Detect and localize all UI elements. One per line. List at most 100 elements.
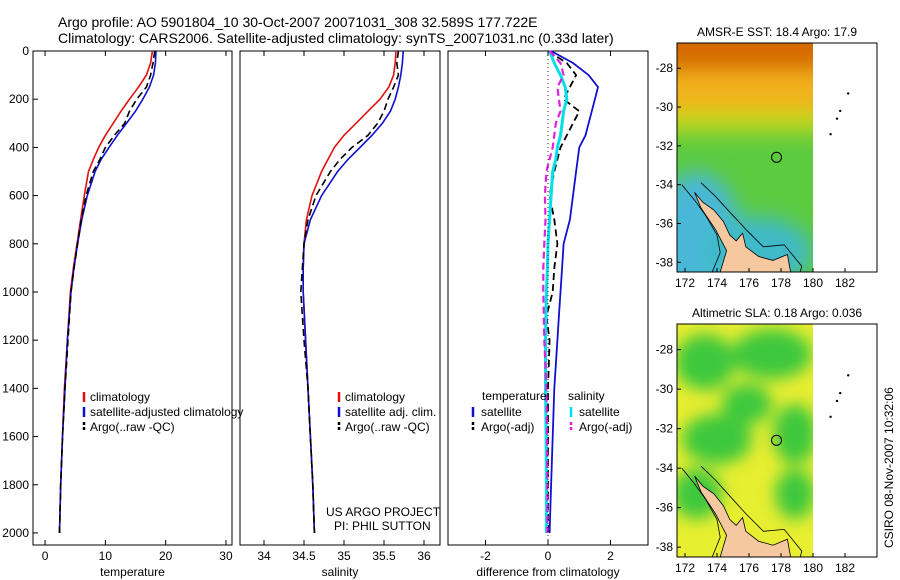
sla-contour-line — [700, 465, 803, 557]
sla-island — [835, 399, 839, 403]
diff-series-0 — [548, 50, 599, 534]
sal-xtick-label: 35.5 — [372, 549, 396, 563]
sal-xlabel: salinity — [322, 565, 359, 579]
sst-landmass — [694, 192, 792, 272]
temp-ytick-label: 1000 — [2, 285, 29, 299]
temp-ytick-label: 2000 — [2, 526, 29, 540]
temp-ytick-label: 1800 — [2, 478, 29, 492]
sst-argo-marker — [771, 151, 783, 163]
sst-ytick-label: -38 — [656, 255, 674, 269]
sst-xtick-label: 178 — [771, 276, 791, 290]
salinity-panel: 34 34.5 35 35.5 36 salinity climatologysatelli… — [239, 50, 441, 579]
sla-argo-marker — [771, 434, 783, 446]
sla-ytick-label: -30 — [656, 382, 674, 396]
temp-legend-label: satellite-adjusted climatology — [90, 405, 243, 419]
sla-xtick-label: 178 — [771, 561, 791, 575]
sst-xtick-label: 172 — [675, 276, 695, 290]
diff-series-1 — [545, 50, 581, 533]
diff-legend-label: Argo(-adj) — [579, 420, 632, 434]
diff-series-3 — [542, 50, 565, 533]
temp-series-1 — [58, 50, 157, 534]
sla-ytick-label: -38 — [656, 540, 674, 554]
sst-island — [839, 109, 842, 113]
salinity-project-note-1: US ARGO PROJECT — [326, 505, 441, 519]
side-timestamp-label: CSIRO 08-Nov-2007 10:32:06 — [882, 387, 896, 548]
sal-legend-label: satellite adj. clim. — [345, 405, 436, 419]
temp-ytick-label: 600 — [9, 189, 29, 203]
temp-xtick-label: 30 — [219, 549, 233, 563]
temp-ytick-label: 200 — [9, 92, 29, 106]
sla-xtick-label: 174 — [707, 561, 727, 575]
sla-xtick-label: 172 — [675, 561, 695, 575]
sal-xtick-label: 36 — [417, 549, 431, 563]
temp-series-0 — [58, 50, 154, 534]
sal-legend-label: climatology — [345, 390, 405, 404]
temp-xtick-label: 10 — [99, 549, 113, 563]
temp-legend-label: Argo(..raw -QC) — [90, 420, 175, 434]
sst-xtick-label: 182 — [835, 276, 855, 290]
sla-axes-box — [676, 323, 878, 558]
temp-ytick-label: 400 — [9, 140, 29, 154]
sst-xtick-label: 174 — [707, 276, 727, 290]
sst-island — [835, 117, 839, 120]
difference-panel: -2 0 2 difference from climatology temperatu… — [447, 50, 649, 579]
sla-xtick-label: 176 — [739, 561, 759, 575]
temp-ytick-label: 1200 — [2, 333, 29, 347]
temp-legend-label: climatology — [90, 390, 150, 404]
header-line-2: Climatology: CARS2006. Satellite-adjuste… — [58, 30, 614, 46]
sal-series-2 — [299, 50, 400, 534]
sla-ytick-label: -28 — [656, 343, 674, 357]
sla-island — [839, 391, 842, 395]
salinity-project-note-2: PI: PHIL SUTTON — [334, 519, 431, 533]
diff-xtick-label: 0 — [545, 549, 552, 563]
sla-xtick-label: 180 — [803, 561, 823, 575]
sst-field — [677, 43, 813, 272]
sst-ytick-label: -30 — [656, 100, 674, 114]
sst-contour-line — [700, 182, 803, 272]
sal-xtick-label: 34.5 — [292, 549, 316, 563]
sal-xtick-label: 35 — [337, 549, 351, 563]
diff-legend-title: salinity — [568, 389, 605, 403]
temp-series-2 — [58, 50, 156, 534]
temperature-panel: 0 10 20 30 0 200 400 600 800 1000 1200 1400 1600 1800… — [2, 44, 243, 579]
sla-field — [677, 324, 813, 557]
sst-ytick-label: -34 — [656, 178, 674, 192]
sst-contour-line — [681, 184, 721, 272]
sal-series-1 — [302, 50, 404, 534]
sla-map-panel: 172 174 176 178 180 182 -28 -30 -32 -34 -36 -38 Alti… — [656, 306, 878, 575]
sst-xtick-label: 176 — [739, 276, 759, 290]
sst-island — [829, 133, 832, 136]
sal-axes-box — [239, 50, 441, 546]
diff-xlabel: difference from climatology — [476, 565, 619, 579]
sla-island — [829, 415, 832, 419]
sst-xtick-label: 180 — [803, 276, 823, 290]
diff-legend-label: satellite — [579, 405, 620, 419]
temp-ytick-label: 1600 — [2, 430, 29, 444]
diff-xtick-label: 2 — [607, 549, 614, 563]
sla-island — [847, 374, 850, 377]
sal-xtick-label: 34 — [257, 549, 271, 563]
diff-legend-label: satellite — [481, 405, 522, 419]
diff-xtick-label: -2 — [480, 549, 491, 563]
sst-ytick-label: -36 — [656, 216, 674, 230]
sla-landmass — [694, 475, 792, 557]
sla-contour-line — [681, 467, 721, 557]
sal-legend-label: Argo(..raw -QC) — [345, 420, 430, 434]
sst-axes-box — [676, 42, 878, 273]
sst-ytick-label: -32 — [656, 139, 674, 153]
sla-ytick-label: -32 — [656, 422, 674, 436]
diff-series-2 — [544, 50, 569, 533]
diff-legend-title: temperature — [482, 389, 547, 403]
header-line-1: Argo profile: AO 5901804_10 30-Oct-2007 … — [58, 14, 538, 30]
sst-map-panel: 172 174 176 178 180 182 -28 -30 -32 -34 -36 -38 AMSR… — [656, 25, 878, 290]
sla-ytick-label: -34 — [656, 461, 674, 475]
sla-ytick-label: -36 — [656, 501, 674, 515]
temp-xtick-label: 0 — [42, 549, 49, 563]
temp-xlabel: temperature — [100, 565, 165, 579]
temp-ytick-label: 1400 — [2, 381, 29, 395]
sst-ytick-label: -28 — [656, 61, 674, 75]
temp-ytick-label: 0 — [22, 44, 29, 58]
sst-island — [847, 92, 850, 95]
temp-axes-box — [32, 50, 233, 546]
